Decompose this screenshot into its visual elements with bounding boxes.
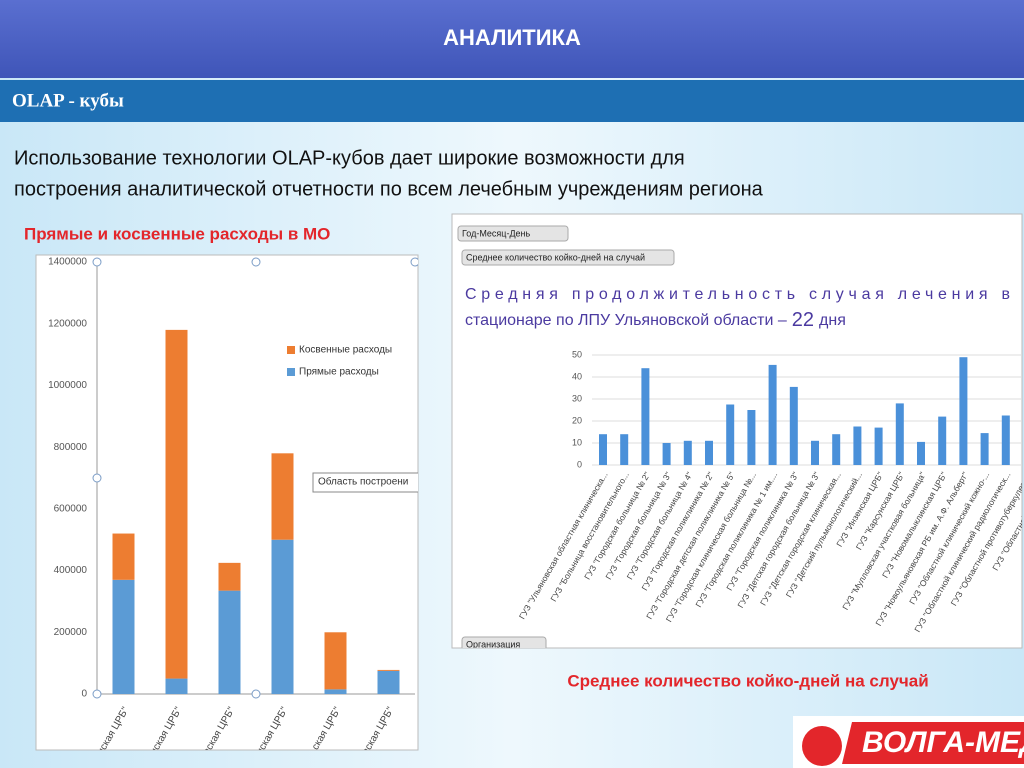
y-tick-label: 20: [572, 415, 582, 425]
tooltip-text: Область построени: [318, 476, 408, 488]
subtitle: OLAP - кубы: [12, 90, 124, 111]
bar: [938, 416, 947, 465]
y-tick-label: 0: [81, 689, 87, 700]
bar: [683, 440, 692, 465]
title-part: стационаре по ЛПУ Ульяновской области –: [465, 312, 787, 329]
logo-band: [842, 722, 1024, 764]
y-tick-label: 30: [572, 393, 582, 403]
selection-handle: [251, 257, 261, 267]
y-tick-label: 1000000: [48, 380, 87, 391]
filter-button-label: Год-Месяц-День: [462, 228, 531, 238]
bar: [917, 441, 925, 465]
logo-text: ВОЛГА-МЕД: [862, 726, 1024, 759]
selection-handle: [92, 257, 102, 267]
bar: [832, 434, 841, 465]
title-part: 22: [792, 309, 814, 331]
selection-handle: [410, 257, 418, 267]
y-tick-label: 10: [572, 437, 582, 447]
bar: [895, 403, 904, 465]
bar: [853, 426, 862, 465]
bar: [959, 357, 968, 465]
bar-segment: [165, 329, 188, 679]
bar: [620, 434, 629, 465]
selection-handle: [92, 689, 102, 699]
bar: [811, 440, 819, 465]
bar: [641, 368, 650, 465]
y-tick-label: 400000: [54, 565, 88, 576]
legend-swatch: [287, 346, 295, 354]
bar: [1001, 415, 1010, 465]
measure-button-label: Среднее количество койко-дней на случай: [466, 252, 645, 262]
bar-segment: [271, 539, 294, 694]
y-tick-label: 50: [572, 349, 582, 359]
bar-segment: [218, 590, 241, 694]
intro-line: построения аналитической отчетности по в…: [14, 178, 764, 200]
y-tick-label: 40: [572, 371, 582, 381]
bar-segment: [112, 533, 135, 580]
bar-segment: [377, 670, 400, 694]
chart-title: стационаре по ЛПУ Ульяновской области – 2…: [465, 309, 846, 331]
subtitle-bar: [0, 80, 1024, 122]
y-tick-label: 1200000: [48, 318, 87, 329]
bar: [705, 440, 713, 465]
bar: [599, 434, 607, 465]
legend-label: Прямые расходы: [299, 367, 379, 378]
y-tick-label: 200000: [54, 627, 88, 638]
measure-button[interactable]: [461, 249, 675, 266]
header-bar: [0, 0, 1024, 78]
logo-icon: [802, 726, 842, 766]
bar: [747, 410, 756, 465]
caption: Среднее количество койко-дней на случай: [567, 671, 928, 690]
bar: [874, 427, 883, 465]
filter-button[interactable]: [457, 225, 569, 242]
field-button-label: Организация: [466, 639, 520, 649]
y-tick-label: 800000: [54, 442, 88, 453]
bar-segment: [377, 669, 400, 671]
caption: Прямые и косвенные расходы в МО: [24, 224, 330, 243]
bar-segment: [324, 632, 347, 690]
bar-segment: [218, 562, 241, 591]
selection-handle: [92, 473, 102, 483]
bar: [789, 386, 798, 465]
y-tick-label: 0: [577, 459, 582, 469]
bar-segment: [165, 678, 188, 694]
bar-segment: [324, 689, 347, 694]
header-title: АНАЛИТИКА: [443, 25, 581, 50]
y-tick-label: 600000: [54, 503, 88, 514]
field-button[interactable]: [461, 636, 547, 652]
bar: [662, 443, 671, 465]
title-part: дня: [819, 312, 846, 329]
legend-swatch: [287, 368, 295, 376]
bar: [768, 364, 777, 465]
y-tick-label: 1400000: [48, 257, 87, 268]
bar: [726, 404, 735, 465]
bar: [980, 433, 989, 465]
legend-label: Косвенные расходы: [299, 345, 392, 356]
selection-handle: [251, 689, 261, 699]
intro-line: Использование технологии OLAP-кубов дает…: [14, 147, 685, 169]
tooltip-box: [312, 472, 418, 493]
chart-panel: [451, 213, 1023, 649]
bar-segment: [112, 579, 135, 694]
bar-segment: [271, 453, 294, 540]
